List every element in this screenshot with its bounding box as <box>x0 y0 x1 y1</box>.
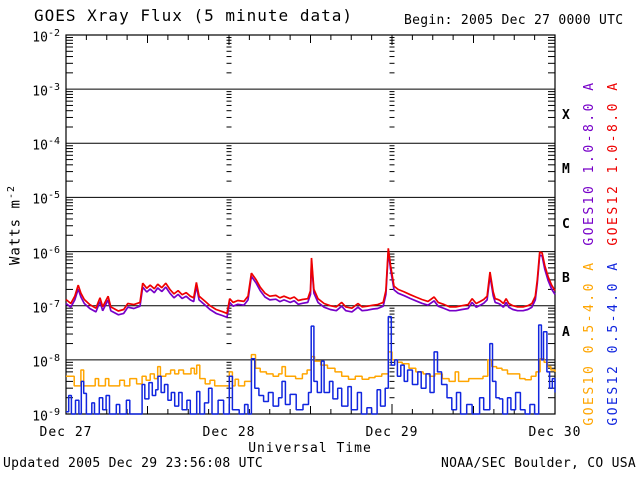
flare-class-label: X <box>562 108 570 124</box>
y-tick-label: 10-6 <box>32 244 60 262</box>
series-goes12-0-5-4-0-a <box>66 315 556 415</box>
y-axis-label: Watts m-2 <box>6 159 24 291</box>
flare-class-label: A <box>562 324 570 340</box>
series-goes10-0-5-4-0-a <box>66 351 556 387</box>
flare-class-label: M <box>562 162 570 178</box>
y-tick-label: 10-7 <box>32 298 60 317</box>
organization-label: NOAA/SEC Boulder, CO USA <box>440 456 636 471</box>
legend-entry: GOES10 0.5-4.0 A <box>582 260 597 426</box>
series-goes12-1-0-8-0-a <box>65 248 556 315</box>
plot-border <box>65 34 556 415</box>
y-tick-label: 10-9 <box>32 407 60 425</box>
begin-time-label: Begin: 2005 Dec 27 0000 UTC <box>404 13 624 28</box>
flare-class-label: C <box>562 216 570 232</box>
flare-class-label: B <box>562 270 570 286</box>
x-tick-label: Dec 27 <box>39 425 93 440</box>
legend-entry: GOES10 1.0-8.0 A <box>582 80 597 246</box>
y-axis-label-exponent: -2 <box>6 184 17 200</box>
x-axis-title: Universal Time <box>248 441 372 456</box>
legend-entry: GOES12 0.5-4.0 A <box>606 260 621 426</box>
y-tick-label: 10-4 <box>32 136 60 154</box>
y-tick-label: 10-5 <box>32 190 60 208</box>
chart-title: GOES Xray Flux (5 minute data) <box>34 6 353 25</box>
legend-entry: GOES12 1.0-8.0 A <box>606 80 621 246</box>
updated-timestamp: Updated 2005 Dec 29 23:56:08 UTC <box>3 456 264 471</box>
y-tick-label: 10-3 <box>32 82 60 100</box>
y-tick-label: 10-8 <box>32 352 60 371</box>
x-tick-label: Dec 28 <box>202 425 256 440</box>
x-tick-label: Dec 30 <box>528 425 582 440</box>
x-tick-label: Dec 29 <box>365 425 419 440</box>
y-tick-label: 10-2 <box>32 28 60 46</box>
